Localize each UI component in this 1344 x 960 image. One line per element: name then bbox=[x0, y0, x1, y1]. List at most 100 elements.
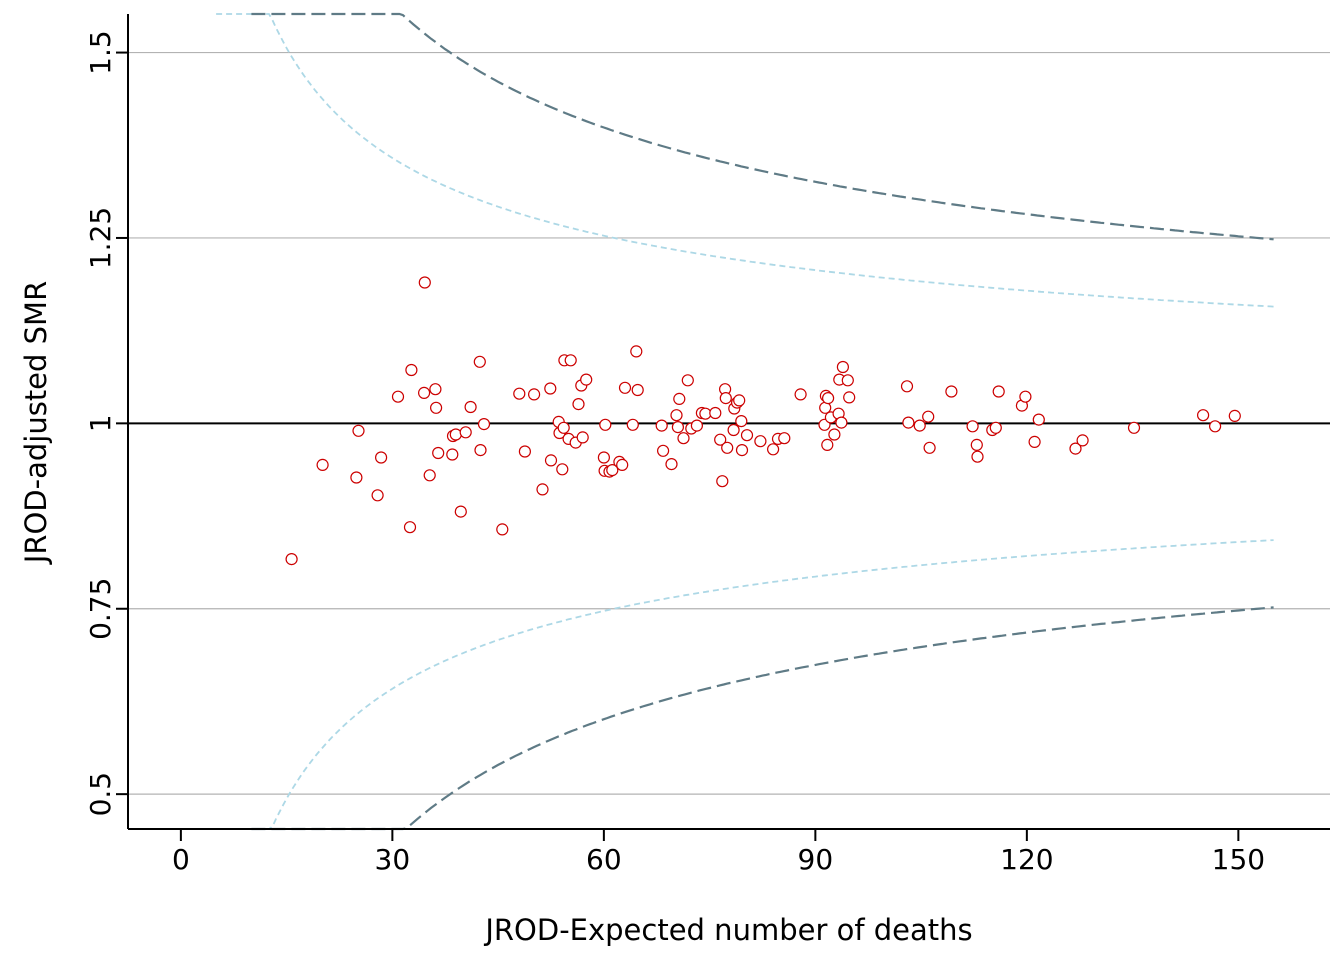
data-point-88 bbox=[821, 392, 835, 405]
data-point-30 bbox=[544, 454, 558, 467]
x-tick-label-2: 60 bbox=[586, 843, 622, 876]
data-point-18 bbox=[454, 505, 467, 518]
data-point-94 bbox=[836, 360, 850, 374]
control-limits bbox=[216, 12, 1274, 831]
data-point-61 bbox=[681, 374, 694, 387]
data-point-56 bbox=[665, 458, 678, 471]
data-point-52 bbox=[630, 345, 643, 358]
data-point-15 bbox=[446, 448, 459, 461]
x-tick-label-3: 90 bbox=[798, 843, 834, 876]
x-tick-label-4: 120 bbox=[1000, 843, 1053, 876]
y-tick-label-4: 1.5 bbox=[84, 30, 117, 75]
data-point-50 bbox=[618, 381, 632, 394]
x-tick-label-5: 150 bbox=[1212, 843, 1265, 876]
data-point-17 bbox=[449, 428, 462, 441]
data-point-75 bbox=[733, 394, 746, 407]
data-point-101 bbox=[923, 441, 936, 454]
data-point-103 bbox=[966, 420, 979, 433]
data-point-107 bbox=[989, 421, 1002, 434]
data-point-9 bbox=[418, 386, 431, 399]
limit-lower-1 bbox=[251, 606, 1274, 831]
data-point-77 bbox=[735, 444, 749, 457]
data-point-21 bbox=[473, 355, 486, 368]
data-point-78 bbox=[740, 429, 754, 442]
data-point-66 bbox=[709, 406, 722, 420]
data-point-58 bbox=[671, 421, 685, 434]
data-point-23 bbox=[477, 418, 491, 431]
data-point-93 bbox=[835, 416, 848, 429]
data-point-60 bbox=[677, 432, 690, 445]
data-point-25 bbox=[513, 387, 526, 400]
data-point-118 bbox=[1228, 409, 1241, 422]
data-point-55 bbox=[656, 444, 670, 457]
data-point-33 bbox=[556, 463, 569, 476]
data-point-47 bbox=[606, 464, 619, 477]
data-point-87 bbox=[821, 438, 834, 451]
data-point-98 bbox=[902, 416, 915, 429]
data-point-3 bbox=[352, 424, 365, 437]
data-point-2 bbox=[350, 471, 363, 484]
data-point-14 bbox=[432, 446, 445, 460]
data-point-113 bbox=[1069, 442, 1082, 455]
data-point-96 bbox=[843, 391, 856, 404]
data-point-67 bbox=[714, 433, 727, 446]
x-axis-title: JROD-Expected number of deaths bbox=[483, 913, 972, 947]
data-point-11 bbox=[423, 469, 436, 482]
limit-lower-0 bbox=[216, 539, 1274, 830]
data-point-6 bbox=[391, 390, 405, 403]
data-point-80 bbox=[766, 443, 780, 456]
data-point-8 bbox=[405, 363, 418, 377]
y-tick-label-1: 0.75 bbox=[84, 578, 117, 640]
data-point-95 bbox=[841, 374, 854, 387]
data-point-42 bbox=[580, 373, 593, 386]
data-point-79 bbox=[754, 435, 767, 448]
data-point-110 bbox=[1019, 390, 1032, 403]
data-point-24 bbox=[496, 523, 509, 536]
x-tick-label-0: 0 bbox=[172, 843, 190, 876]
data-point-54 bbox=[655, 419, 668, 432]
data-point-115 bbox=[1127, 421, 1141, 434]
data-point-4 bbox=[371, 489, 384, 502]
data-point-0 bbox=[285, 552, 298, 566]
data-point-82 bbox=[778, 432, 791, 445]
data-point-28 bbox=[536, 483, 549, 496]
data-point-22 bbox=[474, 444, 487, 457]
y-axis-title: JROD-adjusted SMR bbox=[19, 281, 53, 565]
limit-upper-1 bbox=[251, 12, 1274, 241]
data-point-37 bbox=[564, 354, 577, 367]
data-point-71 bbox=[721, 441, 734, 454]
data-point-102 bbox=[945, 385, 958, 398]
data-point-20 bbox=[464, 400, 477, 414]
data-point-53 bbox=[631, 383, 644, 397]
data-point-10 bbox=[418, 276, 431, 289]
data-point-114 bbox=[1076, 434, 1089, 447]
gridlines bbox=[128, 51, 1330, 795]
data-point-57 bbox=[670, 409, 683, 422]
data-point-27 bbox=[527, 388, 541, 401]
data-point-34 bbox=[557, 421, 570, 434]
data-point-29 bbox=[544, 382, 557, 395]
data-point-117 bbox=[1208, 420, 1222, 433]
y-tick-label-3: 1.25 bbox=[84, 207, 117, 269]
data-point-19 bbox=[459, 426, 472, 439]
data-point-72 bbox=[727, 423, 740, 437]
data-point-39 bbox=[572, 398, 585, 411]
ticks: 0 30 60 90 120 150 0.5 0.75 1 1.25 1.5 bbox=[84, 30, 1265, 876]
data-point-1 bbox=[316, 458, 329, 471]
data-point-105 bbox=[971, 450, 984, 463]
y-tick-label-0: 0.5 bbox=[84, 772, 117, 817]
limit-upper-0 bbox=[216, 13, 1274, 308]
x-tick-label-1: 30 bbox=[375, 843, 411, 876]
data-point-26 bbox=[518, 445, 532, 458]
data-point-51 bbox=[626, 418, 639, 431]
data-point-112 bbox=[1032, 413, 1045, 426]
data-point-43 bbox=[597, 451, 611, 464]
data-point-90 bbox=[828, 428, 841, 441]
data-point-59 bbox=[673, 392, 686, 405]
data-points bbox=[285, 276, 1241, 566]
data-point-63 bbox=[690, 419, 704, 432]
data-point-7 bbox=[403, 521, 417, 534]
data-point-76 bbox=[735, 415, 748, 428]
